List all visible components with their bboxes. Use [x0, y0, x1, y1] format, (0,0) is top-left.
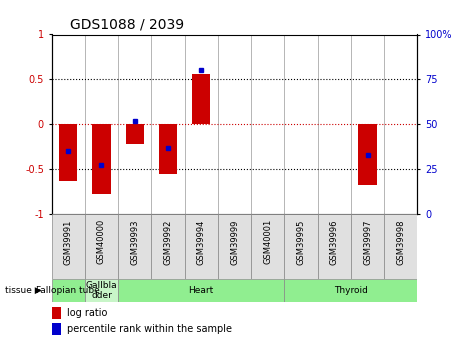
Bar: [118, 214, 151, 279]
Bar: [351, 214, 384, 279]
Text: GSM39999: GSM39999: [230, 219, 239, 265]
Bar: [384, 214, 417, 279]
Bar: [52, 279, 85, 302]
Bar: [284, 279, 417, 302]
Bar: [52, 307, 61, 319]
Text: GSM39992: GSM39992: [164, 219, 173, 265]
Bar: [52, 323, 61, 335]
Bar: [126, 124, 144, 144]
Text: GSM39993: GSM39993: [130, 219, 139, 265]
Text: GSM39998: GSM39998: [396, 219, 405, 265]
Bar: [118, 279, 284, 302]
Text: Gallbla
dder: Gallbla dder: [86, 281, 117, 300]
Bar: [192, 74, 211, 124]
Text: GSM39994: GSM39994: [197, 219, 206, 265]
Text: GSM40000: GSM40000: [97, 219, 106, 264]
Bar: [52, 214, 85, 279]
Bar: [251, 214, 284, 279]
Bar: [358, 124, 377, 185]
Text: log ratio: log ratio: [67, 308, 107, 318]
Bar: [318, 214, 351, 279]
Bar: [284, 214, 318, 279]
Text: tissue ▶: tissue ▶: [5, 286, 41, 295]
Text: GSM39996: GSM39996: [330, 219, 339, 265]
Bar: [85, 279, 118, 302]
Text: Thyroid: Thyroid: [334, 286, 368, 295]
Text: percentile rank within the sample: percentile rank within the sample: [67, 324, 232, 334]
Bar: [218, 214, 251, 279]
Bar: [159, 124, 177, 174]
Text: GSM39995: GSM39995: [296, 219, 305, 265]
Bar: [92, 124, 111, 194]
Text: GSM40001: GSM40001: [263, 219, 272, 264]
Bar: [151, 214, 185, 279]
Bar: [185, 214, 218, 279]
Text: GDS1088 / 2039: GDS1088 / 2039: [70, 18, 184, 32]
Text: Heart: Heart: [189, 286, 214, 295]
Text: GSM39997: GSM39997: [363, 219, 372, 265]
Bar: [59, 124, 77, 181]
Bar: [85, 214, 118, 279]
Text: GSM39991: GSM39991: [64, 219, 73, 265]
Text: Fallopian tube: Fallopian tube: [36, 286, 100, 295]
